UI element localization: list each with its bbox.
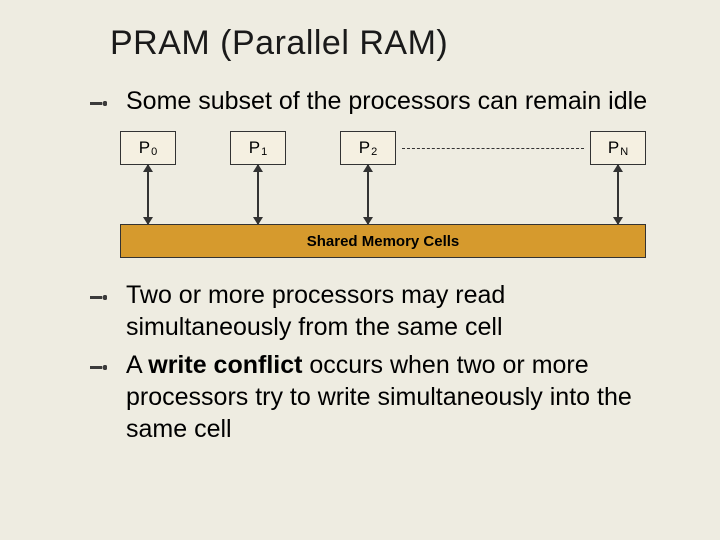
page-title: PRAM (Parallel RAM) xyxy=(110,24,670,63)
arrow-p2-mem xyxy=(367,165,369,224)
arrow-pn-mem xyxy=(617,165,619,224)
proc-label-main: P xyxy=(249,138,260,158)
processor-node-p0: P0 xyxy=(120,131,176,165)
processor-node-pn: PN xyxy=(590,131,646,165)
proc-label-sub: 2 xyxy=(371,146,377,158)
proc-label-sub: 0 xyxy=(151,146,157,158)
ellipsis-dash-line xyxy=(402,148,584,149)
arrow-p1-mem xyxy=(257,165,259,224)
bullet-3-pre: A xyxy=(126,351,148,379)
bullet-3-bold: write conflict xyxy=(148,351,302,379)
bullet-1: Some subset of the processors can remain… xyxy=(90,85,670,117)
processor-node-p1: P1 xyxy=(230,131,286,165)
bullet-block-1: Some subset of the processors can remain… xyxy=(90,85,670,117)
proc-label-main: P xyxy=(608,138,619,158)
proc-label-sub: 1 xyxy=(261,146,267,158)
pram-diagram: P0 P1 P2 PN Shared Memory Cells xyxy=(120,131,680,261)
arrow-p0-mem xyxy=(147,165,149,224)
proc-label-sub: N xyxy=(620,146,628,158)
proc-label-main: P xyxy=(139,138,150,158)
slide: PRAM (Parallel RAM) Some subset of the p… xyxy=(0,0,720,471)
processor-node-p2: P2 xyxy=(340,131,396,165)
shared-memory-node: Shared Memory Cells xyxy=(120,224,646,258)
bullet-3: A write conflict occurs when two or more… xyxy=(90,349,670,445)
proc-label-main: P xyxy=(359,138,370,158)
bullet-block-2: Two or more processors may read simultan… xyxy=(90,279,670,445)
memory-label: Shared Memory Cells xyxy=(307,233,460,250)
bullet-2: Two or more processors may read simultan… xyxy=(90,279,670,343)
